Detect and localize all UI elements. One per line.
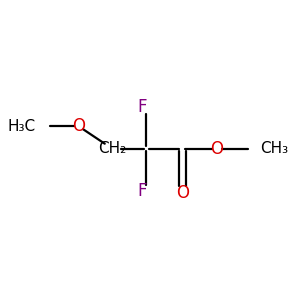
- Text: O: O: [176, 184, 189, 202]
- Text: O: O: [210, 140, 223, 158]
- Text: F: F: [137, 98, 146, 116]
- Text: F: F: [137, 182, 146, 200]
- Text: O: O: [72, 117, 86, 135]
- Text: H₃C: H₃C: [8, 119, 36, 134]
- Text: CH₂: CH₂: [98, 141, 126, 156]
- Text: CH₃: CH₃: [260, 141, 288, 156]
